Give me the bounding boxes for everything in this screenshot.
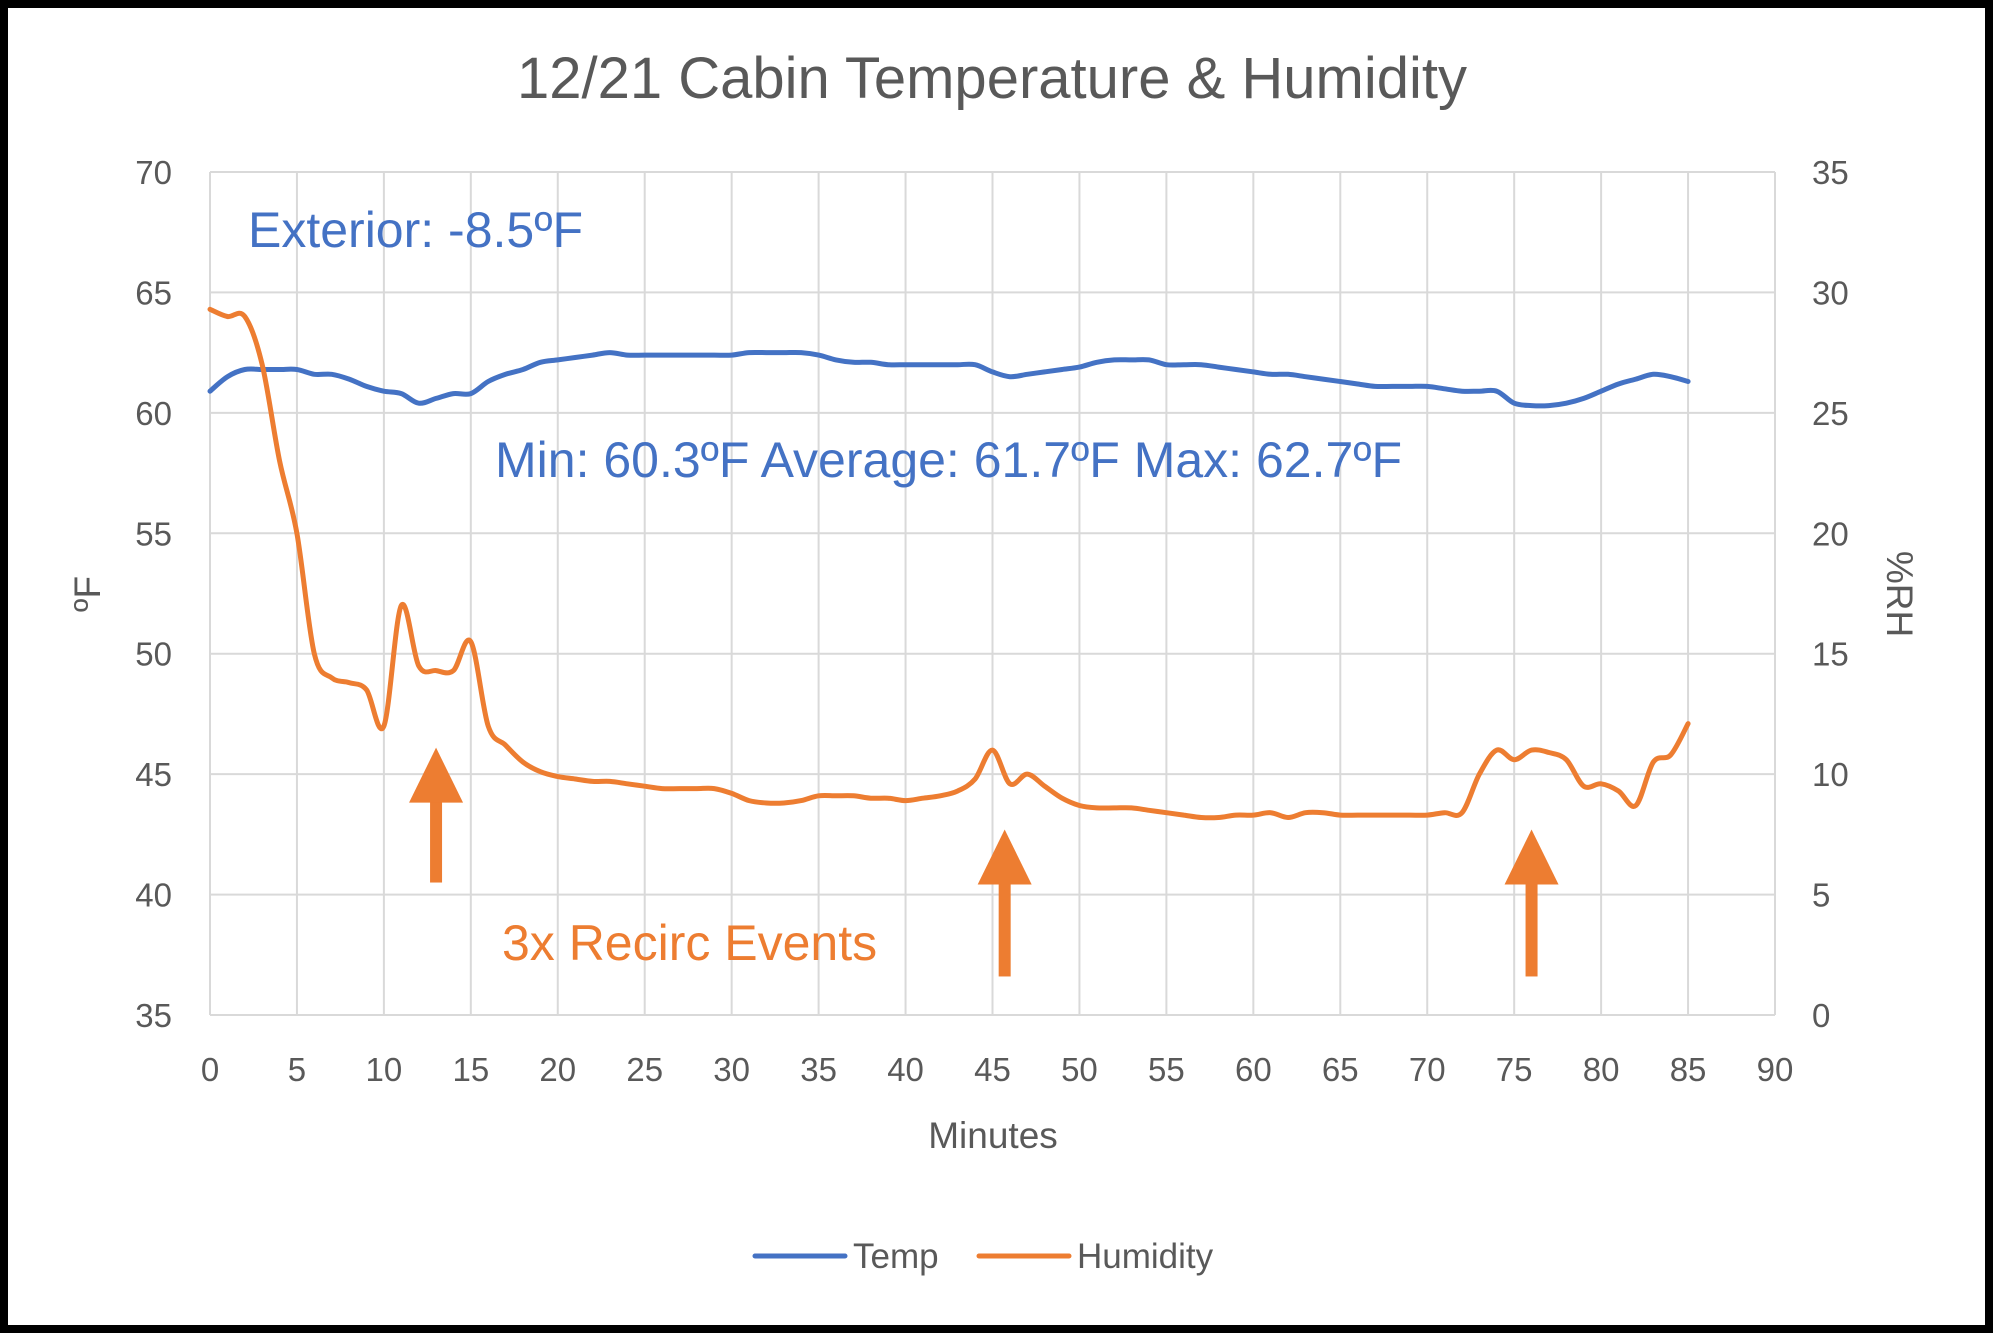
series	[207, 306, 1691, 821]
y2-tick-label: 10	[1812, 756, 1849, 793]
legend: Temp Humidity	[752, 1237, 1214, 1276]
arrow-shaft	[1525, 882, 1538, 977]
y2-tick-label: 0	[1812, 997, 1830, 1034]
chart-background	[8, 8, 1985, 1325]
arrow-head	[409, 747, 464, 803]
y2-tick-label: 30	[1812, 274, 1849, 311]
x-tick-label: 70	[1409, 1051, 1446, 1088]
arrow-head	[1504, 829, 1559, 885]
x-tick-label: 90	[1757, 1051, 1794, 1088]
x-tick-label: 30	[713, 1051, 750, 1088]
y-tick-label: 65	[135, 274, 172, 311]
y-axis-left-ticks: 35 40 45 50 55 60 65 70	[135, 154, 172, 1034]
grid	[209, 171, 1776, 1016]
y2-tick-label: 5	[1812, 877, 1830, 914]
annotation-exterior: Exterior: -8.5ºF	[248, 202, 583, 258]
arrow-shaft	[998, 882, 1011, 977]
x-tick-label: 65	[1322, 1051, 1359, 1088]
y-tick-label: 70	[135, 154, 172, 191]
annotations: Exterior: -8.5ºF Min: 60.3ºF Average: 61…	[248, 202, 1402, 971]
x-tick-label: 20	[539, 1051, 576, 1088]
x-tick-label: 50	[1061, 1051, 1098, 1088]
arrow-3	[1504, 829, 1559, 977]
y-tick-label: 60	[135, 395, 172, 432]
x-tick-label: 40	[887, 1051, 924, 1088]
x-tick-label: 10	[366, 1051, 403, 1088]
arrow-1	[409, 747, 464, 883]
x-tick-label: 75	[1496, 1051, 1533, 1088]
annotation-stats: Min: 60.3ºF Average: 61.7ºF Max: 62.7ºF	[495, 432, 1402, 488]
x-axis-label: Minutes	[928, 1115, 1058, 1156]
y-tick-label: 45	[135, 756, 172, 793]
annotation-recirc-events: 3x Recirc Events	[502, 915, 877, 971]
x-tick-label: 35	[800, 1051, 837, 1088]
x-tick-label: 5	[288, 1051, 306, 1088]
x-tick-label: 60	[1235, 1051, 1272, 1088]
series-line-temp	[207, 349, 1691, 409]
x-tick-label: 0	[201, 1051, 219, 1088]
y-tick-label: 35	[135, 997, 172, 1034]
x-tick-label: 45	[974, 1051, 1011, 1088]
y-axis-right-ticks: 0 5 10 15 20 25 30 35	[1812, 154, 1849, 1034]
y-tick-label: 40	[135, 877, 172, 914]
x-tick-label: 80	[1583, 1051, 1620, 1088]
legend-label-temp: Temp	[853, 1237, 939, 1276]
y-tick-label: 50	[135, 636, 172, 673]
arrow-head	[977, 829, 1032, 885]
y-axis-label: ºF	[67, 576, 108, 612]
y2-axis-label: %RH	[1879, 551, 1920, 637]
y-tick-label: 55	[135, 515, 172, 552]
series-line-humidity	[207, 306, 1691, 821]
arrows	[409, 747, 1559, 977]
y2-tick-label: 15	[1812, 636, 1849, 673]
y2-tick-label: 35	[1812, 154, 1849, 191]
arrow-shaft	[430, 800, 443, 883]
y2-tick-label: 20	[1812, 515, 1849, 552]
arrow-2	[977, 829, 1032, 977]
chart-title: 12/21 Cabin Temperature & Humidity	[517, 46, 1467, 111]
y2-tick-label: 25	[1812, 395, 1849, 432]
x-tick-label: 15	[452, 1051, 489, 1088]
x-tick-label: 85	[1670, 1051, 1707, 1088]
x-tick-label: 55	[1148, 1051, 1185, 1088]
legend-label-humidity: Humidity	[1077, 1237, 1214, 1276]
x-axis-ticks: 0 5 10 15 20 25 30 35 40 45 50 55 60 65 70 75 80 85 90	[201, 1051, 1794, 1088]
x-tick-label: 25	[626, 1051, 663, 1088]
